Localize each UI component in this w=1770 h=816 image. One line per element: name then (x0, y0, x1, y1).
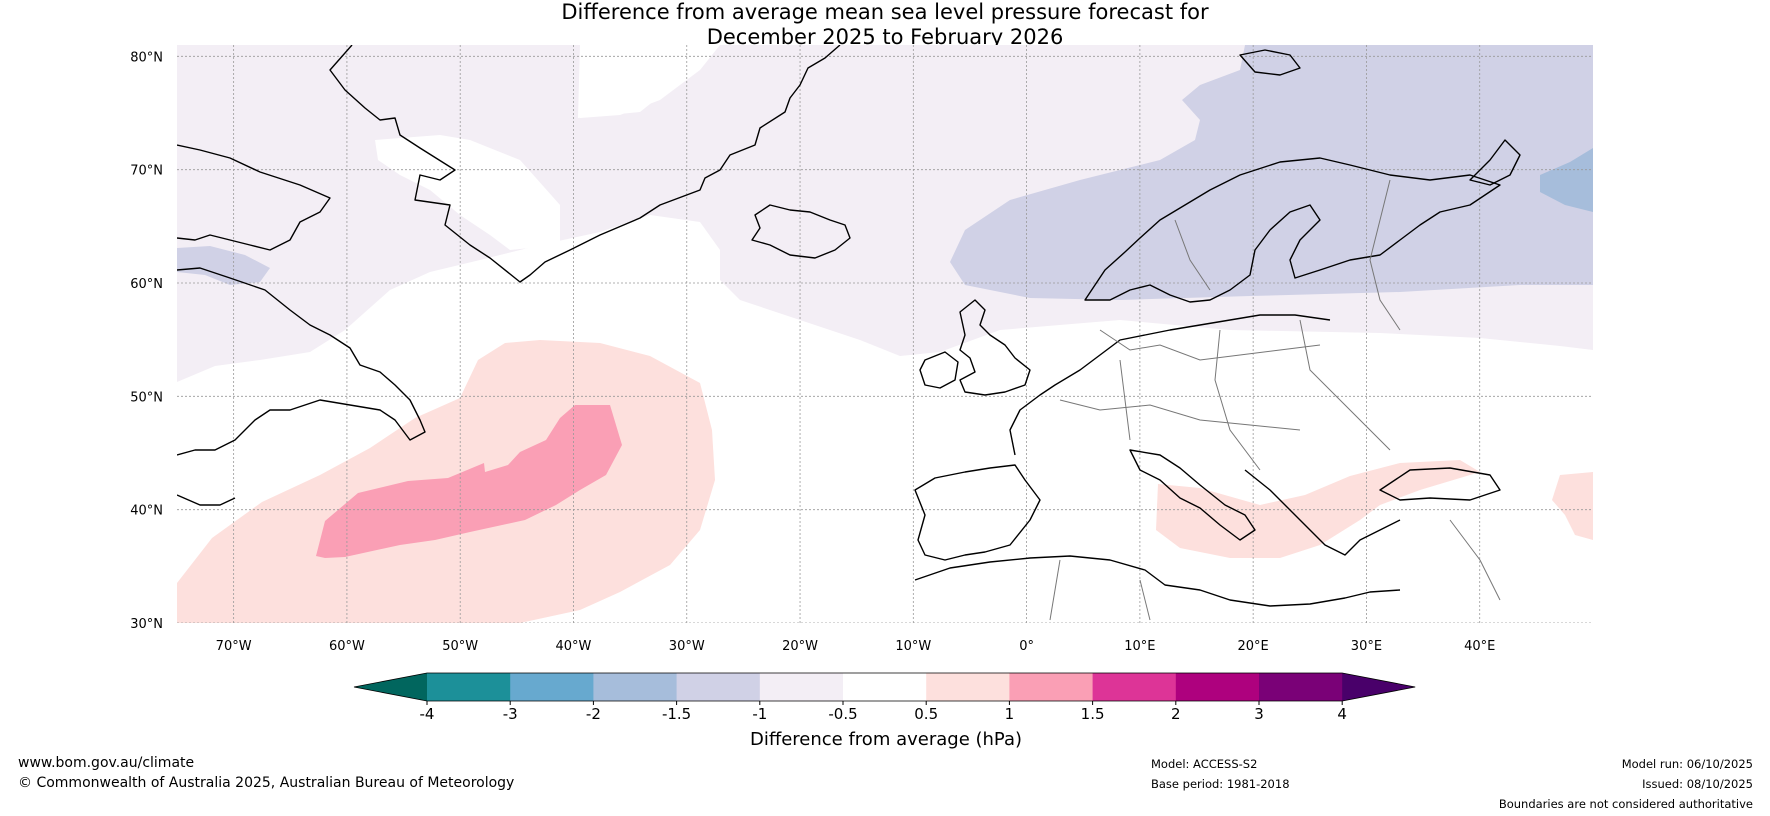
border-line (1214, 329, 1261, 471)
colorbar-cell (843, 673, 927, 701)
colorbar-cell (510, 673, 594, 701)
colorbar-tick-label: 4 (1337, 705, 1347, 723)
lon-tick-label: 30°W (669, 639, 705, 654)
chart-title: Difference from average mean sea level p… (0, 0, 1770, 50)
map-panel: 80°N 70°N 60°N 50°N 40°N 30°N 70°W 60°W 50°W 40°… (130, 45, 1593, 654)
lat-tick-label: 50°N (130, 390, 163, 405)
title-line-1: Difference from average mean sea level p… (561, 0, 1209, 24)
novaya-zemlya-coast (1469, 139, 1521, 186)
colorbar-tick-label: -3 (503, 705, 518, 723)
colorbar-cell (926, 673, 1010, 701)
iceland-coast (751, 204, 851, 259)
scandinavia-coast (1084, 157, 1501, 303)
labrador-coast (177, 267, 426, 456)
colorbar: -4 -3 -2 -1.5 -1 -0.5 0.5 1 1.5 2 3 4 Difference fr… (353, 672, 1416, 750)
lon-tick-label: 50°W (442, 639, 478, 654)
greenland-coast (329, 45, 841, 283)
latitude-tick-labels: 80°N 70°N 60°N 50°N 40°N 30°N (130, 50, 163, 632)
lat-tick-label: 30°N (130, 617, 163, 632)
colorbar-tick-label: 3 (1254, 705, 1264, 723)
lon-tick-label: 10°E (1124, 639, 1155, 654)
border-line (1174, 219, 1211, 291)
anomaly-region-neutral-notch (375, 135, 560, 250)
colorbar-tick-label: 1.5 (1081, 705, 1105, 723)
colorbar-tick-label: 1 (1005, 705, 1015, 723)
colorbar-tick-label: 2 (1171, 705, 1181, 723)
anomaly-region-neutral-blob (580, 45, 720, 118)
colorbar-cell (1009, 673, 1094, 701)
black-sea-coast (1379, 467, 1501, 501)
lon-tick-label: 40°W (556, 639, 592, 654)
lon-tick-label: 10°W (895, 639, 931, 654)
footer-copyright: © Commonwealth of Australia 2025, Austra… (18, 775, 515, 791)
colorbar-extend-low (354, 673, 427, 701)
anomaly-region-scandinavia-low (950, 45, 1593, 300)
anomaly-region-barents-deeper-low (1540, 148, 1593, 212)
border-line (1449, 519, 1501, 601)
lon-tick-label: 60°W (329, 639, 365, 654)
anomaly-region-east-med-high (1552, 472, 1593, 540)
border-line (1139, 579, 1151, 621)
colorbar-extend-high (1342, 673, 1416, 701)
colorbar-tick-label: -4 (420, 705, 435, 723)
lat-tick-label: 80°N (130, 50, 163, 65)
us-east-coast (177, 494, 236, 506)
colorbar-title: Difference from average (hPa) (750, 729, 1022, 750)
lon-tick-label: 0° (1019, 639, 1034, 654)
footer-model: Model: ACCESS-S2 (1151, 757, 1258, 771)
colorbar-cell (1259, 673, 1343, 701)
footer-issued: Issued: 08/10/2025 (1642, 777, 1753, 791)
anomaly-shading (177, 45, 1593, 623)
lat-tick-label: 70°N (130, 164, 163, 179)
footer-model-run: Model run: 06/10/2025 (1621, 757, 1753, 771)
north-africa-coast (914, 555, 1401, 607)
colorbar-cell (1092, 673, 1177, 701)
colorbar-cell (593, 673, 678, 701)
anomaly-region-atlantic-high-core (316, 405, 622, 558)
balkans-greece-coast (1244, 469, 1401, 556)
uk-coast (959, 299, 1031, 396)
iberia-coast (914, 464, 1041, 561)
longitude-tick-labels: 70°W 60°W 50°W 40°W 30°W 20°W 10°W 0° 10°E 20°E 30… (216, 639, 1496, 654)
border-line (1049, 559, 1061, 621)
colorbar-cell (427, 673, 511, 701)
lat-tick-label: 40°N (130, 504, 163, 519)
colorbar-cells (353, 672, 1416, 702)
border-line (1119, 359, 1131, 441)
colorbar-tick-label: -2 (586, 705, 601, 723)
lon-tick-label: 20°W (782, 639, 818, 654)
lon-tick-label: 30°E (1351, 639, 1382, 654)
italy-coast (1129, 449, 1256, 541)
lon-tick-label: 20°E (1238, 639, 1269, 654)
border-line (1059, 399, 1301, 431)
lon-tick-label: 40°E (1464, 639, 1495, 654)
country-borders (1049, 179, 1501, 621)
gridlines (177, 45, 1593, 623)
europe-mainland-coast (1009, 314, 1331, 456)
footer-base-period: Base period: 1981-2018 (1151, 777, 1290, 791)
anomaly-region-labrador-low (177, 246, 270, 285)
border-line (1099, 329, 1321, 361)
anomaly-region-mediterranean-high (1156, 460, 1480, 558)
colorbar-tick-labels: -4 -3 -2 -1.5 -1 -0.5 0.5 1 1.5 2 3 4 (420, 701, 1347, 723)
colorbar-tick-label: -1.5 (662, 705, 691, 723)
colorbar-tick-label: -0.5 (828, 705, 857, 723)
border-line (1369, 179, 1401, 331)
colorbar-tick-label: -1 (752, 705, 767, 723)
baffin-island-coast (177, 144, 331, 251)
colorbar-cell (1175, 673, 1260, 701)
footer-website: www.bom.gov.au/climate (18, 755, 195, 771)
coastlines (177, 45, 1521, 607)
svalbard-coast (1239, 49, 1301, 76)
colorbar-tick-label: 0.5 (914, 705, 938, 723)
ireland-coast (919, 351, 959, 389)
footer-disclaimer: Boundaries are not considered authoritat… (1498, 797, 1753, 811)
lat-tick-label: 60°N (130, 277, 163, 292)
border-line (1299, 319, 1391, 451)
colorbar-cell (759, 673, 844, 701)
colorbar-cell (676, 673, 761, 701)
lon-tick-label: 70°W (216, 639, 252, 654)
